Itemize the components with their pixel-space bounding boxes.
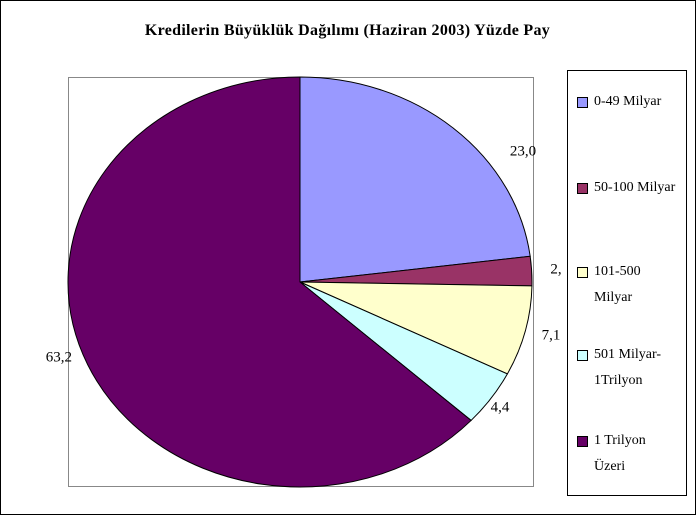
pie-slice (67, 76, 472, 488)
legend-label: 501 Milyar-1Trilyon (594, 347, 661, 388)
legend-swatch (577, 183, 588, 194)
data-label: 4,4 (491, 399, 510, 415)
legend-item: 0-49 Milyar (577, 89, 680, 115)
legend-swatch (577, 267, 588, 278)
legend-label: 1 Trilyon Üzeri (594, 433, 646, 474)
data-label: 63,2 (46, 349, 72, 365)
data-label: 23,0 (510, 143, 536, 159)
legend-swatch (577, 436, 588, 447)
legend-box (567, 70, 687, 496)
data-label: 2, (550, 261, 561, 277)
legend-swatch (577, 350, 588, 361)
legend-item: 101-500 Milyar (577, 259, 680, 311)
legend-label: 50-100 Milyar (594, 180, 676, 195)
legend-label: 101-500 Milyar (594, 264, 641, 305)
data-label: 7,1 (542, 327, 561, 343)
pie-slice (299, 281, 533, 375)
legend-label: 0-49 Milyar (594, 94, 662, 109)
legend-item: 1 Trilyon Üzeri (577, 428, 680, 480)
legend-swatch (577, 97, 588, 108)
legend-item: 50-100 Milyar (577, 175, 680, 201)
chart-title: Kredilerin Büyüklük Dağılımı (Haziran 20… (144, 22, 551, 39)
pie-slice (299, 76, 531, 283)
legend-item: 501 Milyar-1Trilyon (577, 342, 680, 394)
